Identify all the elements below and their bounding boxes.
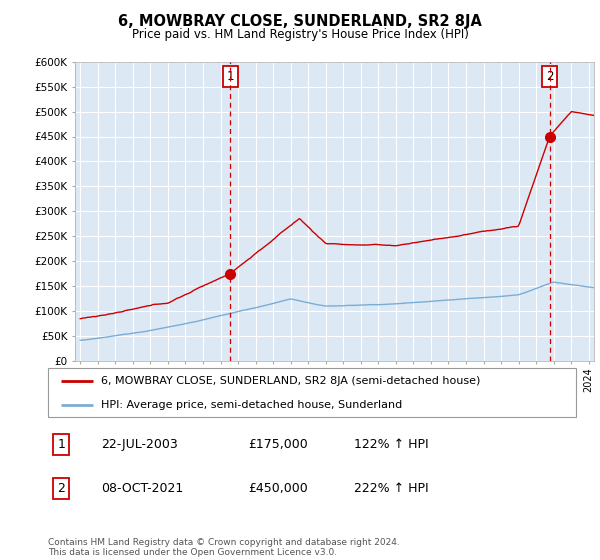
Text: 22-JUL-2003: 22-JUL-2003: [101, 438, 178, 451]
Text: Contains HM Land Registry data © Crown copyright and database right 2024.
This d: Contains HM Land Registry data © Crown c…: [48, 538, 400, 557]
Text: 6, MOWBRAY CLOSE, SUNDERLAND, SR2 8JA (semi-detached house): 6, MOWBRAY CLOSE, SUNDERLAND, SR2 8JA (s…: [101, 376, 480, 386]
Text: 6, MOWBRAY CLOSE, SUNDERLAND, SR2 8JA: 6, MOWBRAY CLOSE, SUNDERLAND, SR2 8JA: [118, 14, 482, 29]
Text: 1: 1: [226, 70, 234, 83]
Text: 222% ↑ HPI: 222% ↑ HPI: [354, 482, 429, 494]
Text: 2: 2: [57, 482, 65, 494]
FancyBboxPatch shape: [48, 368, 576, 417]
Text: 2: 2: [546, 70, 553, 83]
Text: HPI: Average price, semi-detached house, Sunderland: HPI: Average price, semi-detached house,…: [101, 400, 402, 410]
Text: Price paid vs. HM Land Registry's House Price Index (HPI): Price paid vs. HM Land Registry's House …: [131, 28, 469, 41]
Text: 1: 1: [57, 438, 65, 451]
Text: 08-OCT-2021: 08-OCT-2021: [101, 482, 183, 494]
Text: £175,000: £175,000: [248, 438, 308, 451]
Text: £450,000: £450,000: [248, 482, 308, 494]
Text: 122% ↑ HPI: 122% ↑ HPI: [354, 438, 429, 451]
